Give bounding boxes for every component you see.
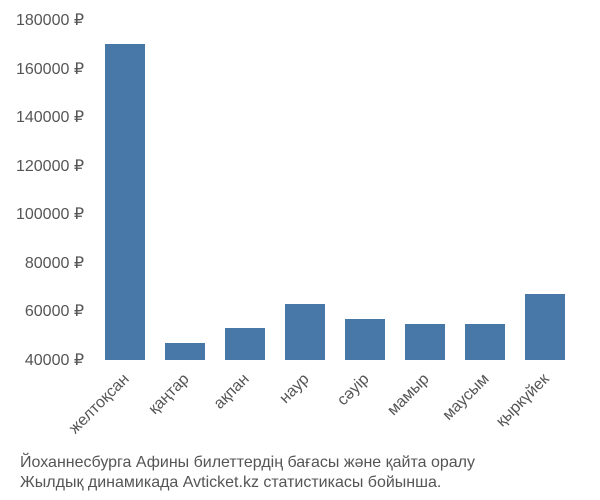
y-tick-label: 180000 ₽ [16, 10, 84, 30]
chart-plot-area [95, 20, 575, 360]
y-axis: 40000 ₽60000 ₽80000 ₽100000 ₽120000 ₽140… [0, 20, 90, 360]
bar [285, 304, 326, 360]
y-tick-label: 120000 ₽ [16, 156, 84, 176]
chart-caption: Йоханнесбурга Афины билеттердің бағасы ж… [20, 453, 580, 493]
y-tick-label: 40000 ₽ [25, 350, 84, 370]
bar [345, 319, 386, 360]
bar [465, 324, 506, 360]
x-axis: желтоқсанқаңтарақпаннаурсәуірмамырмаусым… [95, 360, 575, 460]
bar [165, 343, 206, 360]
y-tick-label: 80000 ₽ [25, 253, 84, 273]
y-tick-label: 60000 ₽ [25, 301, 84, 321]
bar [225, 328, 266, 360]
bar [405, 324, 446, 360]
y-tick-label: 100000 ₽ [16, 204, 84, 224]
y-tick-label: 140000 ₽ [16, 107, 84, 127]
caption-line-2: Жылдық динамикада Avticket.kz статистика… [20, 473, 580, 493]
bar [105, 44, 146, 360]
y-tick-label: 160000 ₽ [16, 59, 84, 79]
caption-line-1: Йоханнесбурга Афины билеттердің бағасы ж… [20, 453, 580, 473]
bar [525, 294, 566, 360]
